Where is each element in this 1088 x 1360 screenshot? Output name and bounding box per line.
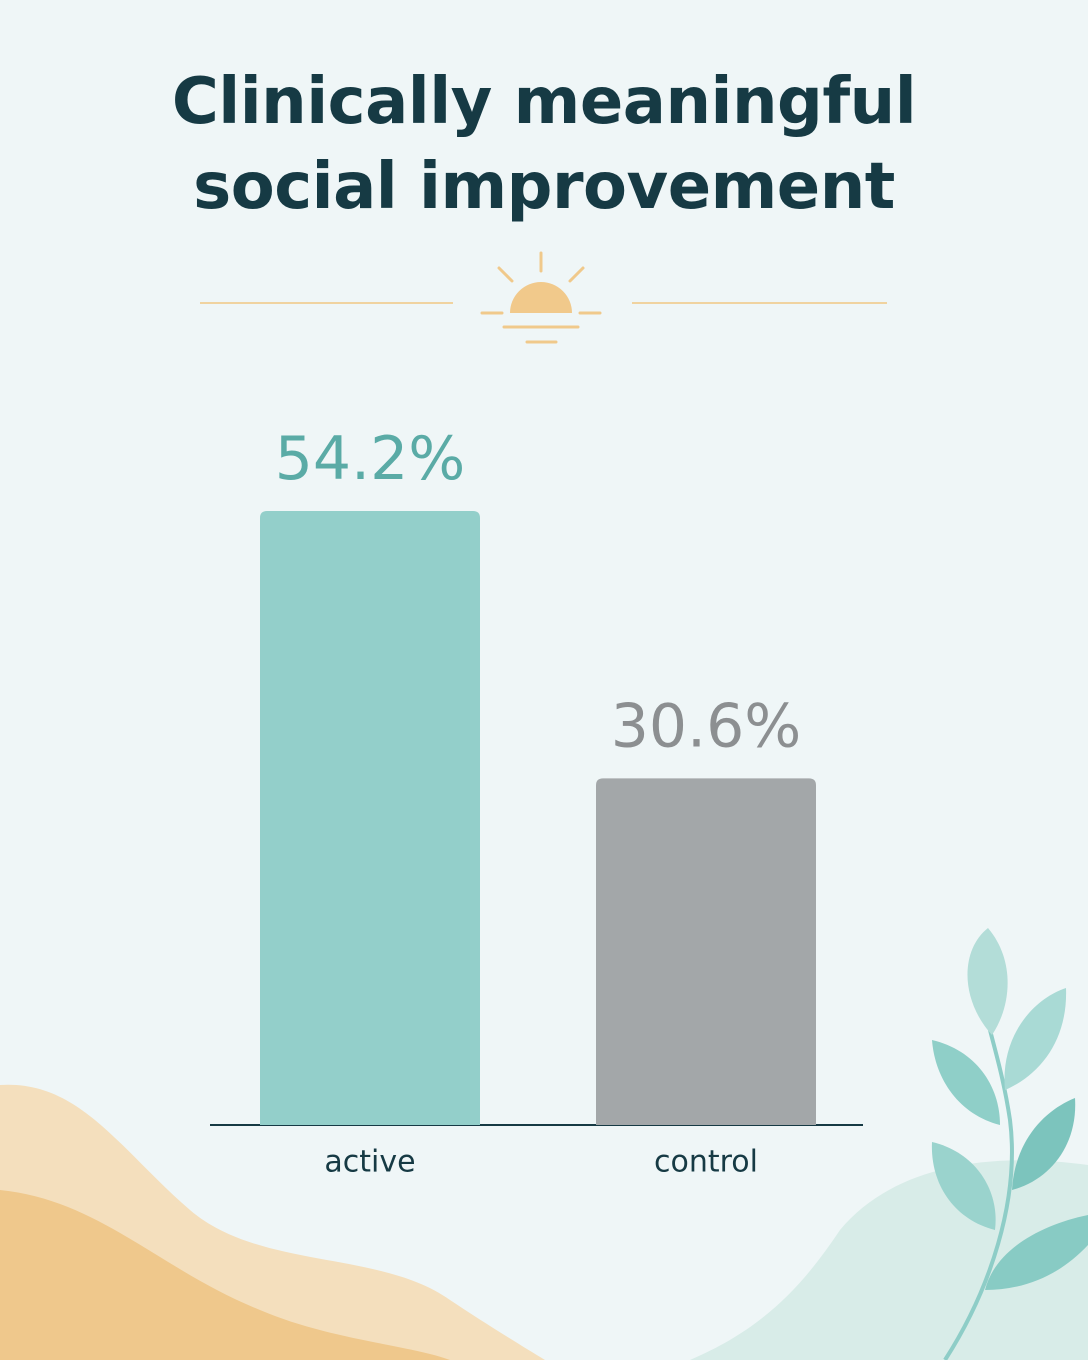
sun-icon — [480, 251, 602, 344]
leaf — [932, 1040, 1000, 1125]
leaf — [967, 928, 1008, 1035]
leaf — [985, 1215, 1088, 1290]
bar — [596, 778, 816, 1125]
x-tick-label: active — [324, 1145, 415, 1180]
bar — [260, 511, 480, 1125]
value-label: 30.6% — [611, 691, 802, 761]
leaf — [931, 1142, 996, 1230]
value-label: 54.2% — [275, 424, 466, 494]
leaf — [1012, 1098, 1076, 1190]
leaf — [1004, 988, 1067, 1090]
wave-dark — [0, 1190, 450, 1360]
chart-title: Clinically meaningful social improvement — [171, 65, 917, 224]
decoration — [0, 251, 1088, 1360]
leaf-stem — [943, 1029, 1014, 1360]
x-tick-label: control — [654, 1145, 758, 1180]
